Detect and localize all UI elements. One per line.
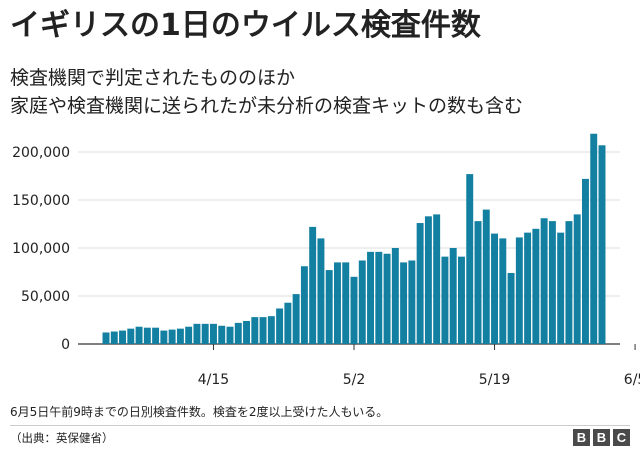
bar xyxy=(499,238,507,344)
bar xyxy=(515,237,523,344)
bar xyxy=(565,221,573,344)
bars xyxy=(102,133,606,344)
bar xyxy=(342,262,350,344)
bar xyxy=(598,145,606,344)
bar xyxy=(383,253,391,344)
bar xyxy=(102,332,110,344)
bar xyxy=(524,232,532,344)
bar xyxy=(276,308,284,344)
bar xyxy=(309,226,317,344)
x-tick-label: 6/5 xyxy=(624,372,640,388)
x-tick-label: 5/2 xyxy=(343,372,366,388)
bar xyxy=(201,323,209,344)
y-tick-label: 50,000 xyxy=(21,289,70,305)
bar-chart: 0 50,000 100,000 150,000 200,000 4/15 5/2 5/19… xyxy=(12,133,640,388)
bbc-logo-letter: B xyxy=(573,429,590,446)
bar xyxy=(375,251,383,344)
bar xyxy=(424,216,432,344)
bar xyxy=(367,251,375,344)
bar xyxy=(457,256,465,344)
bar xyxy=(152,327,160,344)
bar xyxy=(433,214,441,344)
bar xyxy=(110,331,118,344)
bar xyxy=(408,260,416,344)
bar xyxy=(176,328,184,344)
footnote: 6月5日午前9時までの日別検査件数。検査を2度以上受けた人もいる。 xyxy=(10,405,389,419)
bar xyxy=(325,270,333,344)
source-note: （出典：英保健省） xyxy=(10,431,114,445)
bar xyxy=(135,326,143,344)
bar xyxy=(267,316,275,344)
bar xyxy=(185,326,193,344)
bar xyxy=(350,276,358,344)
bar xyxy=(234,322,242,344)
bar xyxy=(300,266,308,344)
bbc-logo: B B C xyxy=(573,429,630,446)
x-tick-label: 4/15 xyxy=(198,372,229,388)
bar xyxy=(590,133,598,344)
bar xyxy=(557,232,565,344)
bar xyxy=(532,228,540,344)
y-tick-label: 100,000 xyxy=(12,241,70,257)
bar xyxy=(540,218,548,344)
divider xyxy=(10,425,630,426)
bar xyxy=(441,256,449,344)
bar xyxy=(358,260,366,344)
bar xyxy=(251,317,259,344)
chart-subtitle-line-1: 検査機関で判定されたもののほか xyxy=(10,67,296,89)
bar xyxy=(449,248,457,344)
bar xyxy=(474,221,482,344)
bar xyxy=(333,262,341,344)
bar xyxy=(119,330,127,344)
bar xyxy=(482,209,490,344)
bar xyxy=(243,320,251,344)
bar xyxy=(573,214,581,344)
bar xyxy=(491,233,499,344)
y-axis-labels: 0 50,000 100,000 150,000 200,000 xyxy=(12,145,70,353)
bar xyxy=(400,262,408,344)
chart-subtitle-line-2: 家庭や検査機関に送られたが未分析の検査キットの数も含む xyxy=(10,95,524,117)
bar xyxy=(284,302,292,344)
bar xyxy=(143,327,151,344)
x-axis: 4/15 5/2 5/19 6/5 xyxy=(198,344,640,388)
bar xyxy=(209,323,217,344)
bar xyxy=(507,272,515,344)
bar xyxy=(218,325,226,344)
bbc-logo-letter: C xyxy=(613,429,630,446)
y-tick-label: 200,000 xyxy=(12,145,70,161)
y-tick-label: 0 xyxy=(61,337,70,353)
bar xyxy=(168,329,176,344)
bar xyxy=(548,221,556,344)
chart-title: イギリスの1日のウイルス検査件数 xyxy=(10,8,481,43)
y-tick-label: 150,000 xyxy=(12,193,70,209)
x-tick-label: 5/19 xyxy=(479,372,510,388)
bar xyxy=(581,178,589,344)
bar xyxy=(391,248,399,344)
bar xyxy=(160,330,168,344)
bar xyxy=(466,174,474,344)
bar xyxy=(416,223,424,344)
bar xyxy=(127,328,135,344)
bar xyxy=(317,238,325,344)
bar xyxy=(259,317,267,344)
bar xyxy=(193,323,201,344)
bbc-logo-letter: B xyxy=(593,429,610,446)
bar xyxy=(226,326,234,344)
bar xyxy=(292,294,300,344)
